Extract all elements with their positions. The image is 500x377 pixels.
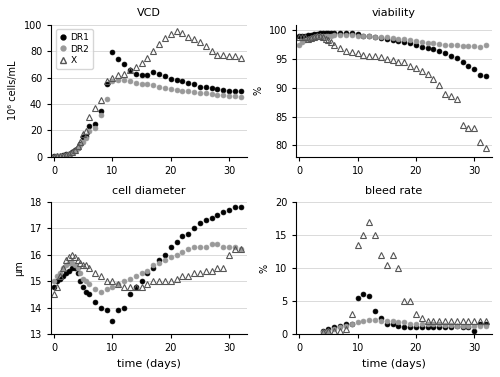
X-axis label: time (days): time (days) bbox=[362, 359, 426, 369]
Title: cell diameter: cell diameter bbox=[112, 185, 186, 196]
Y-axis label: %: % bbox=[254, 86, 264, 95]
Y-axis label: 10⁶ cells/mL: 10⁶ cells/mL bbox=[8, 61, 18, 121]
Legend: DR1, DR2, X: DR1, DR2, X bbox=[56, 29, 92, 69]
Y-axis label: %: % bbox=[260, 264, 270, 273]
Title: viability: viability bbox=[372, 8, 416, 18]
X-axis label: time (days): time (days) bbox=[117, 359, 181, 369]
Y-axis label: µm: µm bbox=[14, 260, 24, 276]
Title: VCD: VCD bbox=[137, 8, 161, 18]
Title: bleed rate: bleed rate bbox=[366, 185, 422, 196]
